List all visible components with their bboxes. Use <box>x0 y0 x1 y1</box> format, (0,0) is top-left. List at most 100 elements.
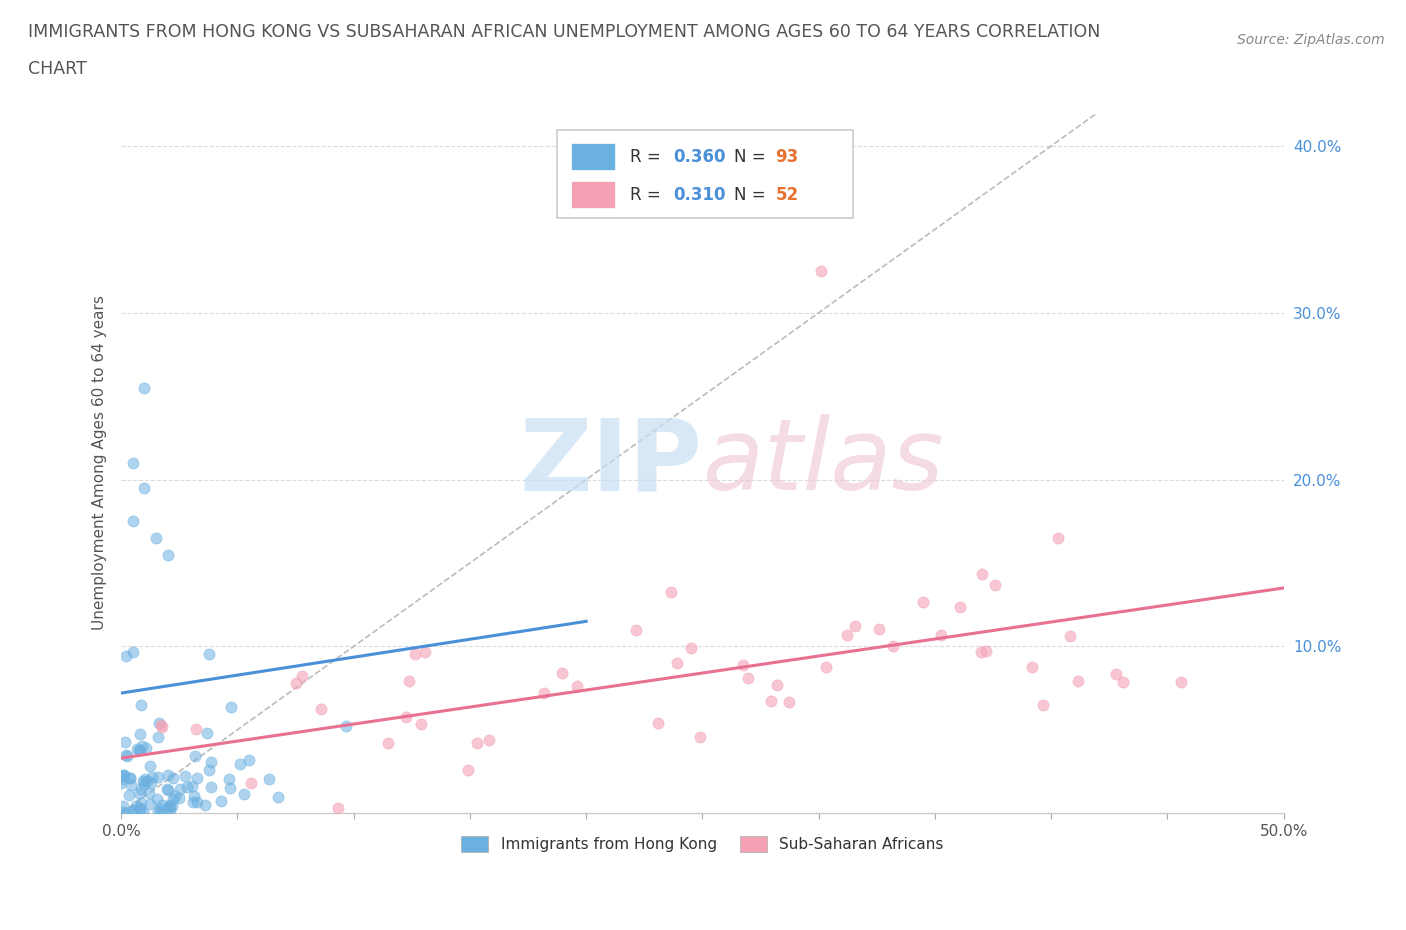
Y-axis label: Unemployment Among Ages 60 to 64 years: Unemployment Among Ages 60 to 64 years <box>93 296 107 631</box>
Point <box>162 791 184 806</box>
Point <box>150 718 173 733</box>
Point <box>974 644 997 658</box>
Point <box>128 742 150 757</box>
FancyBboxPatch shape <box>571 181 616 208</box>
Point <box>156 547 179 562</box>
Point <box>238 752 260 767</box>
Point <box>118 788 141 803</box>
Point <box>156 782 179 797</box>
Point <box>186 794 208 809</box>
Point <box>135 740 157 755</box>
Point <box>150 720 173 735</box>
FancyBboxPatch shape <box>557 130 853 218</box>
Point <box>117 749 139 764</box>
Point <box>176 779 198 794</box>
Point <box>778 695 800 710</box>
Point <box>134 380 156 395</box>
Text: CHART: CHART <box>28 60 87 78</box>
Point <box>115 648 138 663</box>
Point <box>759 693 782 708</box>
Point <box>186 722 208 737</box>
Point <box>198 646 221 661</box>
Point <box>679 640 702 655</box>
Point <box>160 799 183 814</box>
Point <box>121 804 143 818</box>
Point <box>477 733 499 748</box>
Point <box>163 789 186 804</box>
Point <box>533 685 555 700</box>
Point <box>689 729 711 744</box>
Point <box>197 763 219 777</box>
Point <box>882 638 904 653</box>
Point <box>135 774 157 789</box>
Point <box>647 715 669 730</box>
Point <box>128 727 150 742</box>
Point <box>184 749 207 764</box>
Point <box>290 669 312 684</box>
Point <box>326 801 349 816</box>
Point <box>121 645 143 660</box>
Point <box>138 786 160 801</box>
Point <box>159 799 181 814</box>
Point <box>181 795 204 810</box>
Text: ZIP: ZIP <box>520 415 703 512</box>
Point <box>209 794 232 809</box>
Point <box>1032 698 1054 712</box>
Point <box>128 802 150 817</box>
Point <box>766 678 789 693</box>
Point <box>150 804 173 819</box>
Point <box>112 767 135 782</box>
Point <box>125 742 148 757</box>
Point <box>112 804 135 819</box>
Point <box>733 658 755 672</box>
Point <box>128 801 150 816</box>
Point <box>111 772 134 787</box>
Point <box>411 717 433 732</box>
Point <box>125 799 148 814</box>
Point <box>150 797 173 812</box>
Point <box>146 804 169 818</box>
Text: 93: 93 <box>776 148 799 166</box>
Point <box>232 787 254 802</box>
Point <box>377 736 399 751</box>
Point <box>156 767 179 782</box>
Point <box>267 790 290 804</box>
Legend: Immigrants from Hong Kong, Sub-Saharan Africans: Immigrants from Hong Kong, Sub-Saharan A… <box>456 830 950 858</box>
Point <box>167 790 190 805</box>
Point <box>398 673 420 688</box>
Point <box>186 771 208 786</box>
Point <box>146 730 169 745</box>
Point <box>335 718 357 733</box>
Point <box>148 715 170 730</box>
Point <box>970 644 993 659</box>
Point <box>162 771 184 786</box>
Point <box>121 456 143 471</box>
Text: 52: 52 <box>776 186 799 204</box>
Text: atlas: atlas <box>703 415 943 512</box>
Point <box>1046 530 1069 545</box>
Point <box>659 584 682 599</box>
Point <box>929 627 952 642</box>
Point <box>174 769 197 784</box>
Text: R =: R = <box>630 148 666 166</box>
Point <box>122 803 145 817</box>
Point <box>970 566 993 581</box>
Point <box>1059 629 1081 644</box>
Point <box>195 725 218 740</box>
Point <box>149 801 172 816</box>
Point <box>457 763 479 777</box>
Point <box>567 679 589 694</box>
Text: 0.360: 0.360 <box>673 148 725 166</box>
Point <box>1112 675 1135 690</box>
Point <box>183 789 205 804</box>
Point <box>157 798 180 813</box>
Point <box>134 771 156 786</box>
Point <box>115 748 138 763</box>
Point <box>112 798 135 813</box>
Point <box>110 775 132 790</box>
Point <box>551 666 574 681</box>
Point <box>145 791 167 806</box>
Point <box>218 780 240 795</box>
Point <box>868 621 890 636</box>
Point <box>118 770 141 785</box>
